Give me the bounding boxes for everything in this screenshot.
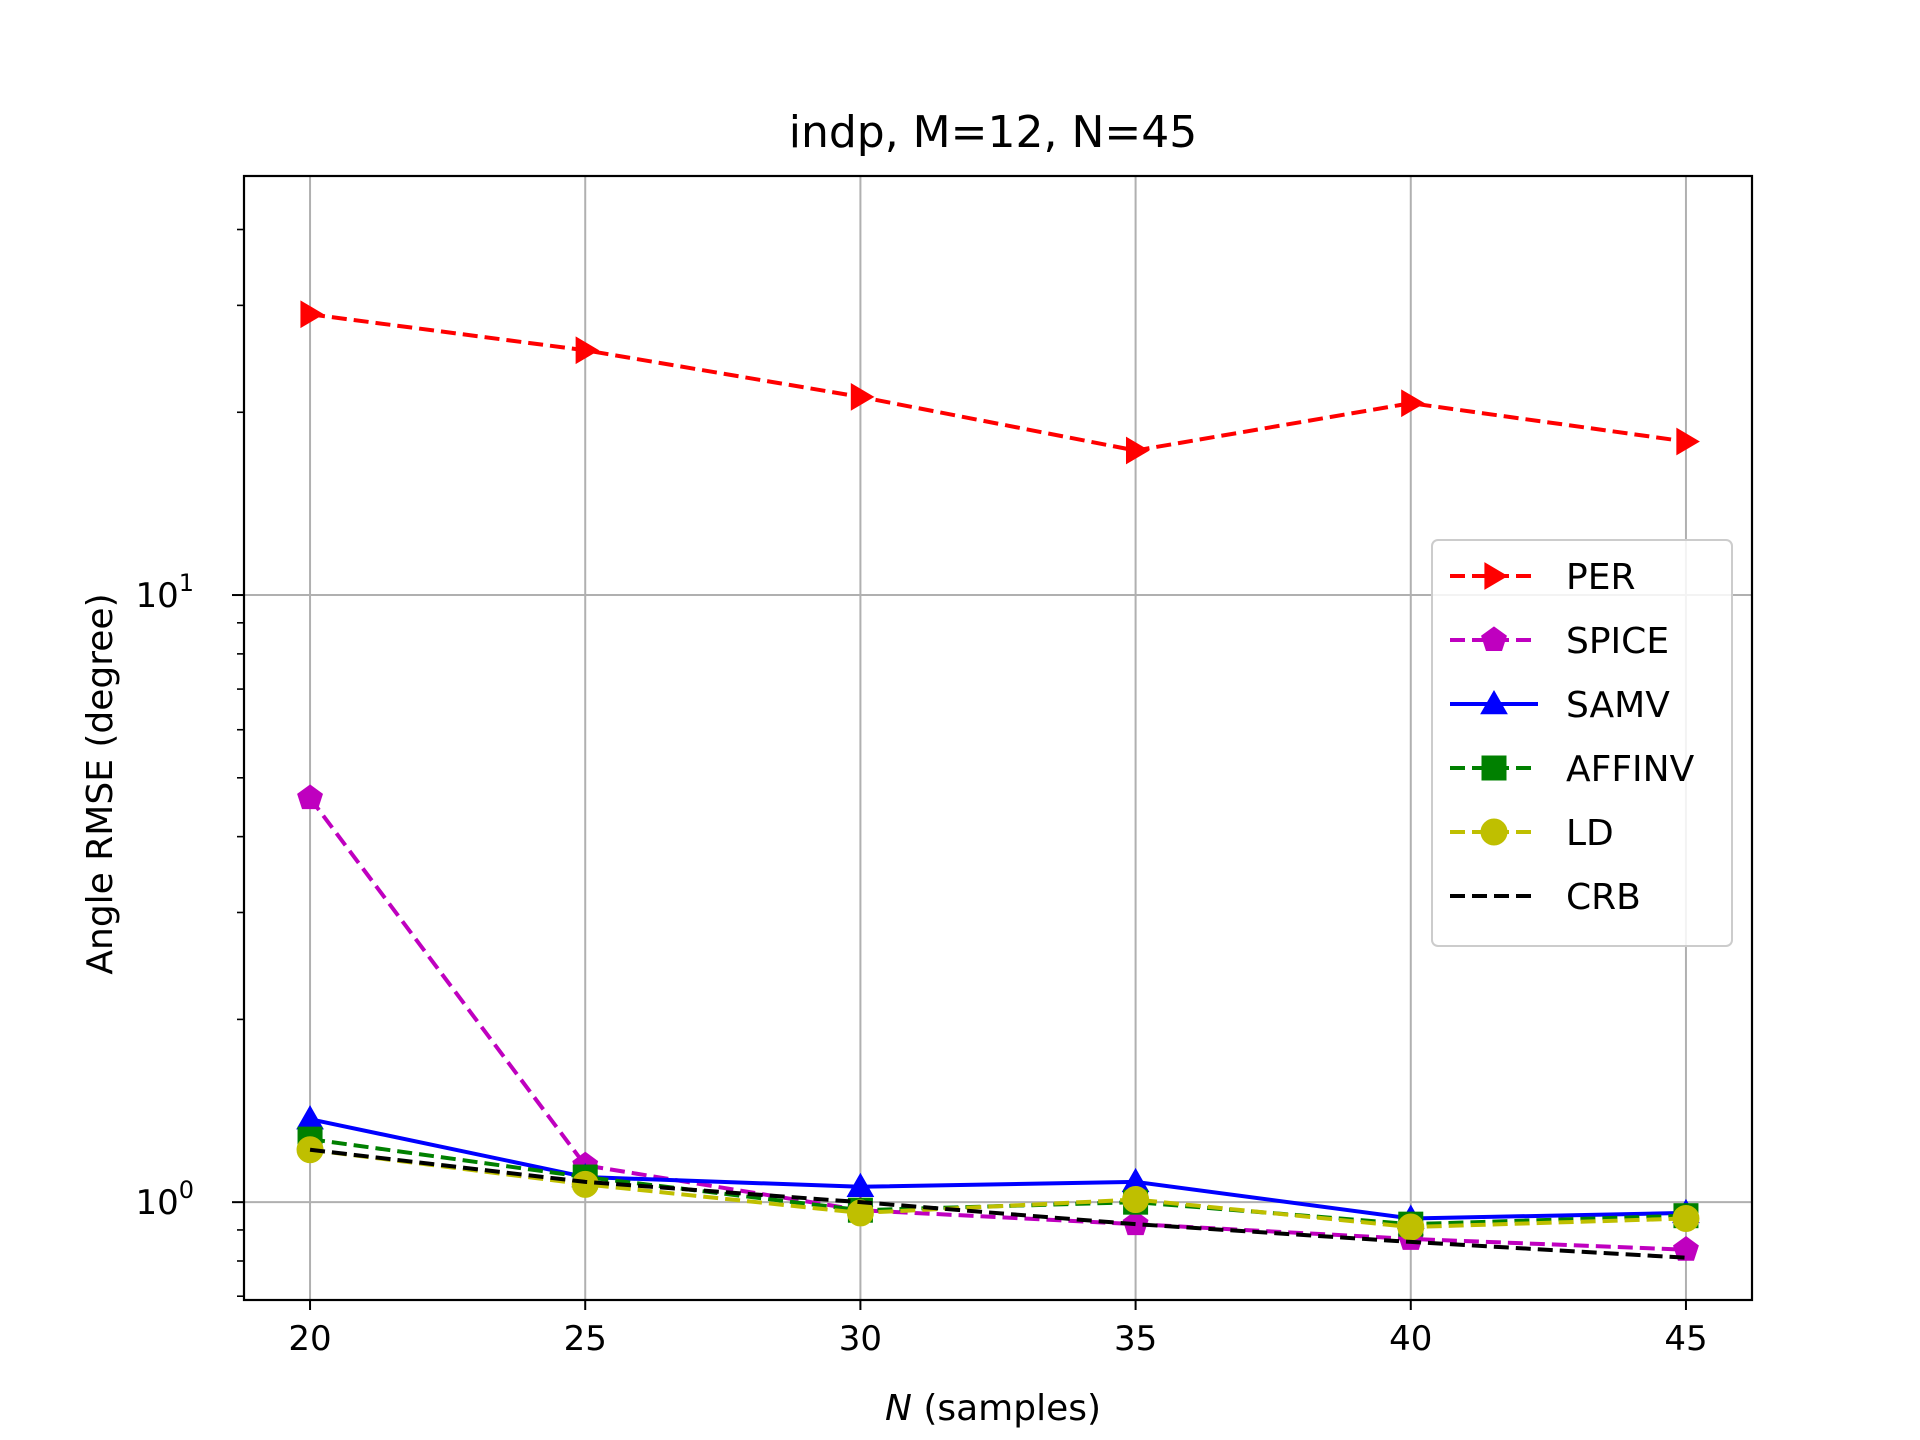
series-crb [309, 1147, 1687, 1260]
plot-frame [242, 174, 1754, 1302]
legend-label: SPICE [1566, 621, 1669, 662]
axis-ticks: 20 25 30 35 40 45 100 101 [135, 228, 1708, 1359]
legend-label: CRB [1566, 877, 1641, 918]
data-point [1673, 1236, 1699, 1261]
legend-item-crb: CRB [1450, 877, 1641, 918]
x-tick-label: 45 [1664, 1319, 1707, 1359]
legend-label: LD [1566, 813, 1614, 854]
data-point [300, 300, 325, 329]
legend-item-ld: LD [1450, 813, 1614, 854]
legend-item-samv: SAMV [1450, 685, 1670, 726]
data-point [575, 336, 600, 365]
x-axis-label-text: (samples) [912, 1388, 1101, 1429]
legend-marker [1480, 818, 1508, 846]
series-ld [296, 1136, 1700, 1241]
data-point [1672, 1204, 1700, 1232]
data-point [846, 1199, 874, 1227]
series-line [309, 1147, 1687, 1260]
series-line [308, 796, 1687, 1252]
y-tick-label: 100 [135, 1176, 194, 1223]
data-point [1401, 389, 1425, 418]
legend-marker [1481, 626, 1507, 652]
data-point [1122, 1186, 1150, 1214]
x-tick-label: 20 [288, 1319, 331, 1359]
x-tick-label: 35 [1114, 1319, 1157, 1359]
chart-title: indp, M=12, N=45 [789, 107, 1198, 158]
x-axis-label: N (samples) [885, 1388, 1101, 1429]
series-affinv [297, 1126, 1699, 1237]
data-point [1125, 436, 1150, 465]
legend-label: SAMV [1566, 685, 1670, 726]
data-point [850, 383, 875, 411]
legend-marker [1481, 755, 1507, 781]
series-per [300, 300, 1700, 465]
y-axis-label: Angle RMSE (degree) [80, 593, 121, 974]
legend-item-spice: SPICE [1450, 621, 1669, 662]
legend-item-per: PER [1450, 557, 1635, 598]
legend-label: AFFINV [1566, 749, 1695, 790]
series-line [309, 1117, 1686, 1221]
legend-item-affinv: AFFINV [1450, 749, 1695, 790]
legend-marker [1480, 689, 1508, 715]
data-point [296, 1105, 324, 1130]
legend: PER SPICE SAMV AFFINV LD CRB [1431, 539, 1733, 947]
series-layer [296, 300, 1700, 1261]
x-tick-label: 40 [1389, 1319, 1432, 1359]
legend-marker [1484, 562, 1508, 590]
legend-label: PER [1566, 557, 1635, 598]
data-point [1397, 1213, 1425, 1241]
data-point [846, 1172, 875, 1198]
x-axis-label-variable: N [885, 1388, 912, 1429]
series-line [309, 1147, 1687, 1230]
data-point [297, 784, 323, 810]
data-point [1676, 427, 1700, 456]
x-tick-label: 30 [839, 1319, 882, 1359]
x-tick-label: 25 [564, 1319, 607, 1359]
y-tick-label: 101 [135, 569, 194, 616]
series-line [309, 312, 1687, 453]
